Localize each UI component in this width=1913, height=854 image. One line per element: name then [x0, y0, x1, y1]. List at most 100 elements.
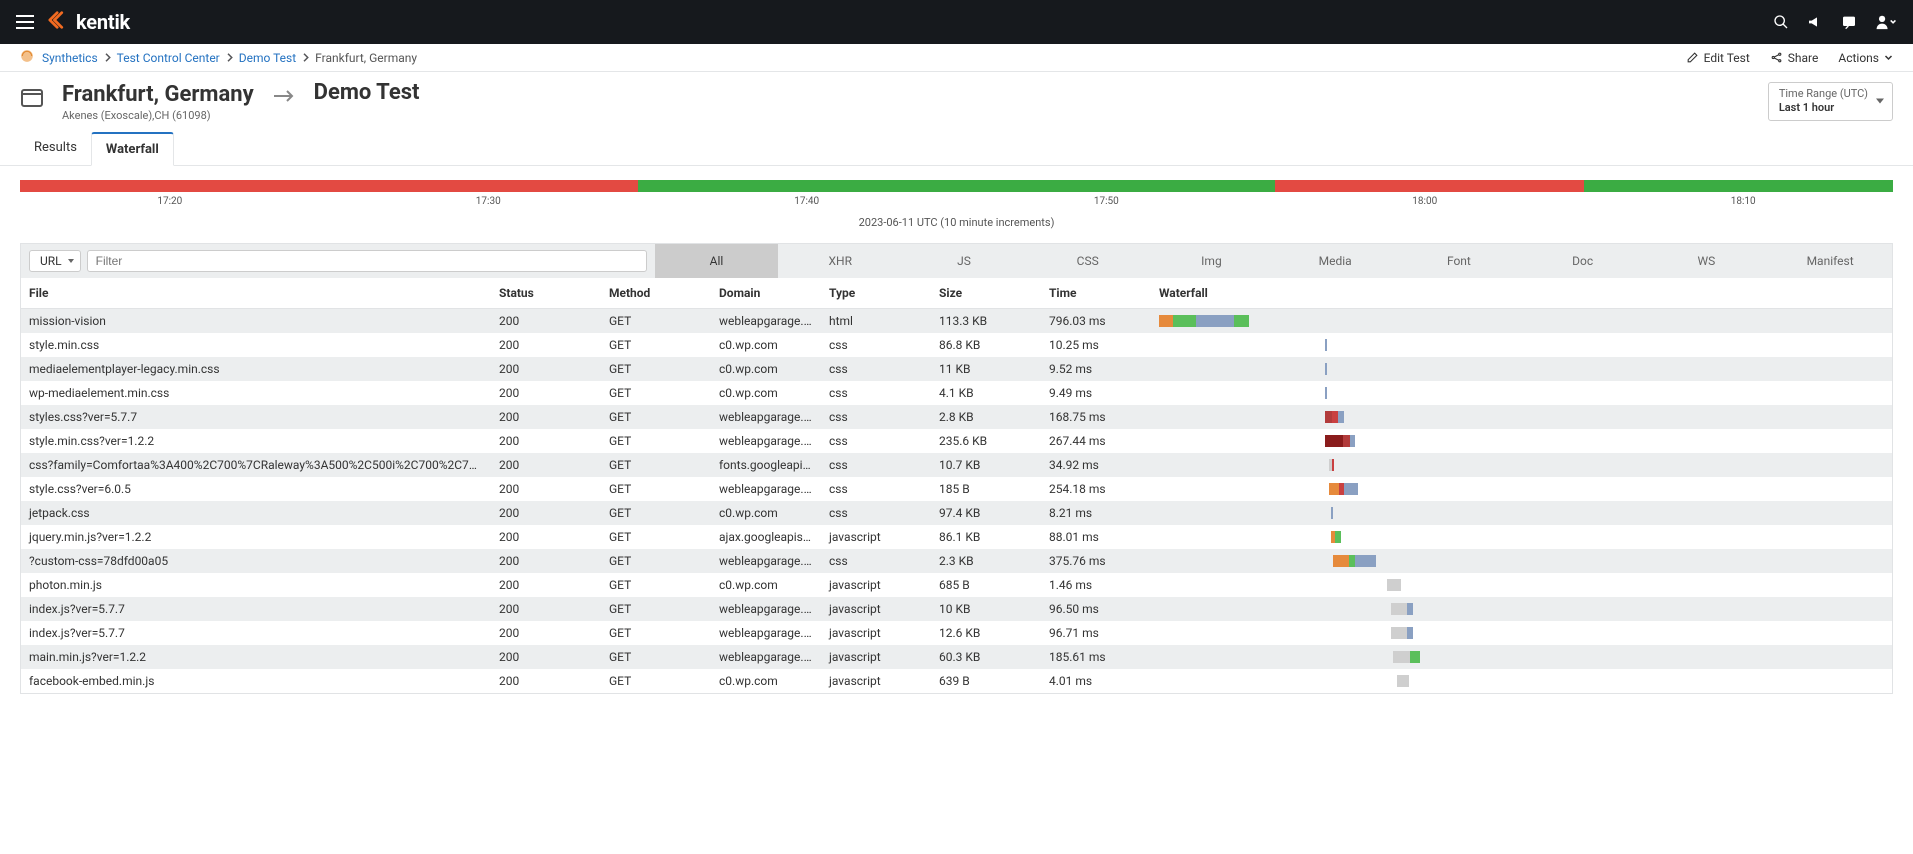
type-filter-css[interactable]: CSS: [1026, 244, 1150, 278]
type-filter-all[interactable]: All: [655, 244, 779, 278]
arrow-right-icon: [272, 88, 296, 108]
table-row[interactable]: ?custom-css=78dfd00a05200GETwebleapgarag…: [21, 549, 1892, 573]
type-filter-js[interactable]: JS: [902, 244, 1026, 278]
timeline-segment[interactable]: [638, 180, 1275, 192]
cell: 168.75 ms: [1041, 405, 1151, 429]
type-filter-xhr[interactable]: XHR: [778, 244, 902, 278]
table-row[interactable]: photon.min.js200GETc0.wp.comjavascript68…: [21, 573, 1892, 597]
cell: GET: [601, 621, 711, 645]
edit-test-label: Edit Test: [1704, 51, 1750, 65]
breadcrumb-separator-icon: [226, 51, 233, 65]
cell: GET: [601, 309, 711, 334]
actions-menu[interactable]: Actions: [1838, 51, 1893, 65]
actions-label: Actions: [1838, 51, 1879, 65]
column-header[interactable]: Status: [491, 278, 601, 309]
cell: javascript: [821, 525, 931, 549]
cell: facebook-embed.min.js: [21, 669, 491, 693]
table-row[interactable]: style.min.css200GETc0.wp.comcss86.8 KB10…: [21, 333, 1892, 357]
cell: css: [821, 453, 931, 477]
cell: 185.61 ms: [1041, 645, 1151, 669]
url-dropdown[interactable]: URL: [29, 250, 81, 272]
table-row[interactable]: style.min.css?ver=1.2.2200GETwebleapgara…: [21, 429, 1892, 453]
page-target: Demo Test: [314, 80, 420, 105]
table-row[interactable]: mediaelementplayer-legacy.min.css200GETc…: [21, 357, 1892, 381]
column-header[interactable]: Waterfall: [1151, 278, 1892, 309]
table-row[interactable]: mission-vision200GETwebleapgarage.comhtm…: [21, 309, 1892, 334]
waterfall-cell: [1151, 405, 1892, 429]
column-header[interactable]: Size: [931, 278, 1041, 309]
type-filter-font[interactable]: Font: [1397, 244, 1521, 278]
tab-results[interactable]: Results: [20, 132, 91, 165]
waterfall-cell: [1151, 669, 1892, 693]
table-row[interactable]: index.js?ver=5.7.7200GETwebleapgarage.co…: [21, 621, 1892, 645]
table-row[interactable]: style.css?ver=6.0.5200GETwebleapgarage.c…: [21, 477, 1892, 501]
type-filter-ws[interactable]: WS: [1645, 244, 1769, 278]
user-menu[interactable]: [1875, 14, 1897, 30]
cell: 2.3 KB: [931, 549, 1041, 573]
table-row[interactable]: main.min.js?ver=1.2.2200GETwebleapgarage…: [21, 645, 1892, 669]
table-row[interactable]: jquery.min.js?ver=1.2.2200GETajax.google…: [21, 525, 1892, 549]
cell: GET: [601, 381, 711, 405]
type-filter-img[interactable]: Img: [1150, 244, 1274, 278]
timeline-bar[interactable]: [20, 180, 1893, 192]
breadcrumb-item[interactable]: Demo Test: [239, 51, 296, 65]
breadcrumb-item[interactable]: Test Control Center: [117, 51, 220, 65]
timeline-tick: 17:40: [794, 196, 819, 207]
waterfall-segment: [1407, 627, 1413, 639]
cell: 96.71 ms: [1041, 621, 1151, 645]
table-row[interactable]: css?family=Comfortaa%3A400%2C700%7CRalew…: [21, 453, 1892, 477]
waterfall-segment: [1397, 675, 1408, 687]
waterfall-segment: [1407, 603, 1413, 615]
type-filter-media[interactable]: Media: [1273, 244, 1397, 278]
timeline-segment[interactable]: [20, 180, 638, 192]
cell: 113.3 KB: [931, 309, 1041, 334]
breadcrumb-home-icon[interactable]: [20, 49, 34, 66]
waterfall-cell: [1151, 597, 1892, 621]
tab-waterfall[interactable]: Waterfall: [91, 132, 174, 166]
cell: 200: [491, 501, 601, 525]
table-row[interactable]: styles.css?ver=5.7.7200GETwebleapgarage.…: [21, 405, 1892, 429]
waterfall-segment: [1332, 459, 1334, 471]
timeline-segment[interactable]: [1584, 180, 1893, 192]
waterfall-segment: [1173, 315, 1196, 327]
timeline-tick: 18:10: [1731, 196, 1756, 207]
waterfall-segment: [1350, 435, 1355, 447]
column-header[interactable]: Domain: [711, 278, 821, 309]
waterfall-segment: [1338, 411, 1343, 423]
search-icon[interactable]: [1773, 14, 1789, 30]
table-row[interactable]: index.js?ver=5.7.7200GETwebleapgarage.co…: [21, 597, 1892, 621]
column-header[interactable]: Type: [821, 278, 931, 309]
cell: c0.wp.com: [711, 333, 821, 357]
announcement-icon[interactable]: [1807, 14, 1823, 30]
cell: webleapgarage.com: [711, 477, 821, 501]
timerange-selector[interactable]: Time Range (UTC) Last 1 hour: [1768, 82, 1893, 121]
brand-logo[interactable]: kentik: [48, 9, 130, 36]
share-button[interactable]: Share: [1770, 51, 1819, 65]
type-filter-manifest[interactable]: Manifest: [1768, 244, 1892, 278]
column-header[interactable]: Time: [1041, 278, 1151, 309]
menu-icon[interactable]: [16, 15, 34, 29]
filter-input[interactable]: [87, 250, 647, 272]
cell: 11 KB: [931, 357, 1041, 381]
waterfall-cell: [1151, 573, 1892, 597]
cell: javascript: [821, 645, 931, 669]
table-row[interactable]: wp-mediaelement.min.css200GETc0.wp.comcs…: [21, 381, 1892, 405]
cell: 10.7 KB: [931, 453, 1041, 477]
column-header[interactable]: Method: [601, 278, 711, 309]
chat-icon[interactable]: [1841, 14, 1857, 30]
cell: 254.18 ms: [1041, 477, 1151, 501]
timeline-segment[interactable]: [1275, 180, 1584, 192]
page-subtitle: Akenes (Exoscale),CH (61098): [62, 109, 254, 122]
edit-test-button[interactable]: Edit Test: [1686, 51, 1750, 65]
timeline-ticks: 17:2017:3017:4017:5018:0018:10: [20, 196, 1893, 210]
table-row[interactable]: jetpack.css200GETc0.wp.comcss97.4 KB8.21…: [21, 501, 1892, 525]
table-row[interactable]: facebook-embed.min.js200GETc0.wp.comjava…: [21, 669, 1892, 693]
waterfall-segment: [1343, 435, 1350, 447]
type-filter-doc[interactable]: Doc: [1521, 244, 1645, 278]
breadcrumb-item[interactable]: Synthetics: [42, 51, 98, 65]
cell: GET: [601, 549, 711, 573]
cell: GET: [601, 405, 711, 429]
cell: mediaelementplayer-legacy.min.css: [21, 357, 491, 381]
cell: c0.wp.com: [711, 501, 821, 525]
column-header[interactable]: File: [21, 278, 491, 309]
